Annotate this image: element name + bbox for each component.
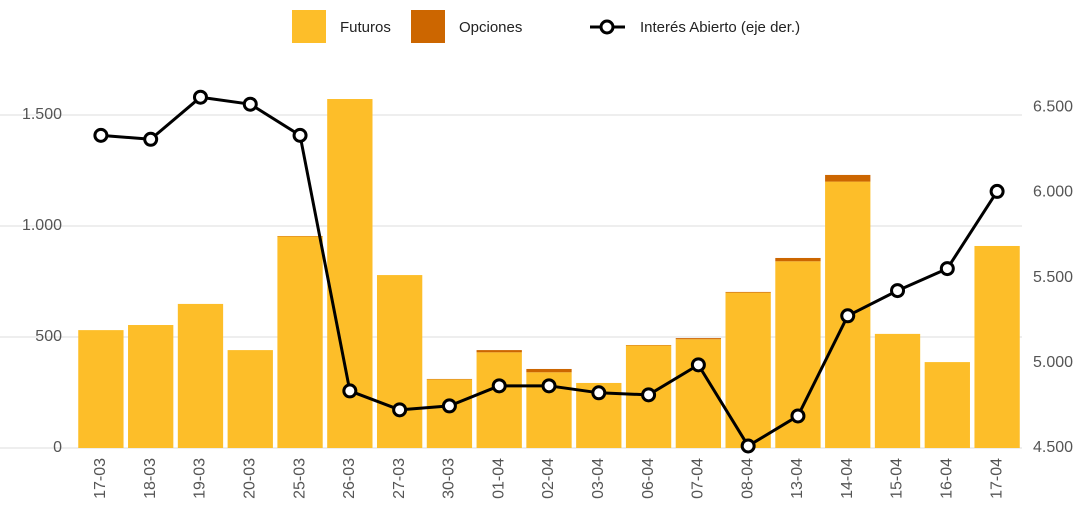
- bar: [825, 174, 871, 182]
- line-marker: [93, 127, 109, 143]
- y2-tick-label: 6.500: [1033, 98, 1073, 115]
- x-tick-label: 18-03: [142, 458, 159, 499]
- y2-tick-label: 5.000: [1033, 354, 1073, 371]
- line-marker: [641, 387, 657, 403]
- bar: [924, 362, 970, 448]
- x-tick-label: 15-04: [889, 458, 906, 499]
- legend: Futuros Opciones Interés Abierto (eje de…: [292, 10, 800, 43]
- x-tick-label: 20-03: [241, 458, 258, 499]
- legend-label: Interés Abierto (eje der.): [640, 19, 800, 36]
- x-tick-label: 19-03: [192, 458, 209, 499]
- y-tick-label: 1.000: [22, 217, 62, 234]
- x-tick-label: 01-04: [490, 458, 507, 499]
- y-tick-label: 500: [35, 328, 62, 345]
- line-marker: [192, 89, 208, 105]
- bar: [277, 236, 323, 448]
- x-tick-label: 14-04: [839, 458, 856, 499]
- y-tick-label: 1.500: [22, 106, 62, 123]
- y2-tick-label: 6.000: [1033, 184, 1073, 201]
- bar: [128, 325, 174, 448]
- y-tick-label: 0: [53, 439, 62, 456]
- legend-marker: [599, 19, 615, 35]
- x-tick-label: 08-04: [739, 458, 756, 499]
- x-tick-label: 17-03: [92, 458, 109, 499]
- line-marker: [989, 183, 1005, 199]
- x-tick-label: 27-03: [391, 458, 408, 499]
- line-marker: [939, 261, 955, 277]
- bar: [426, 379, 473, 448]
- x-tick-label: 13-04: [789, 458, 806, 499]
- bar: [675, 338, 722, 340]
- x-tick-label: 06-04: [640, 458, 657, 499]
- line-marker: [143, 131, 159, 147]
- legend-label: Futuros: [340, 19, 391, 36]
- x-tick-label: 03-04: [590, 458, 607, 499]
- line-marker: [541, 378, 557, 394]
- bar: [725, 291, 771, 293]
- line-marker: [242, 96, 258, 112]
- bar: [775, 257, 821, 262]
- bar: [874, 333, 921, 448]
- bar: [227, 350, 273, 448]
- legend-swatch: [292, 10, 326, 43]
- x-tick-label: 07-04: [690, 458, 707, 499]
- line-marker: [890, 283, 906, 299]
- line-marker: [591, 385, 607, 401]
- bar: [476, 350, 522, 353]
- line-marker: [840, 308, 856, 324]
- y2-tick-label: 4.500: [1033, 439, 1073, 456]
- x-tick-label: 25-03: [291, 458, 308, 499]
- x-tick-label: 26-03: [341, 458, 358, 499]
- x-tick-label: 02-04: [540, 458, 557, 499]
- line-marker: [342, 383, 358, 399]
- line-marker: [392, 402, 408, 418]
- legend-label: Opciones: [459, 19, 522, 36]
- bar: [675, 339, 722, 448]
- x-tick-label: 30-03: [441, 458, 458, 499]
- line-marker: [441, 398, 457, 414]
- line-marker: [690, 357, 706, 373]
- bar: [526, 368, 572, 373]
- bar: [476, 352, 522, 448]
- bar: [974, 245, 1020, 448]
- bar: [177, 303, 224, 448]
- line-marker: [491, 378, 507, 394]
- line-marker: [292, 127, 308, 143]
- bar: [376, 275, 423, 448]
- line-marker: [790, 408, 806, 424]
- bar: [78, 330, 124, 448]
- y2-tick-label: 5.500: [1033, 269, 1073, 286]
- x-tick-label: 17-04: [988, 458, 1005, 499]
- line-marker: [740, 438, 756, 454]
- legend-swatch: [411, 10, 445, 43]
- bar: [725, 292, 771, 448]
- x-tick-label: 16-04: [939, 458, 956, 499]
